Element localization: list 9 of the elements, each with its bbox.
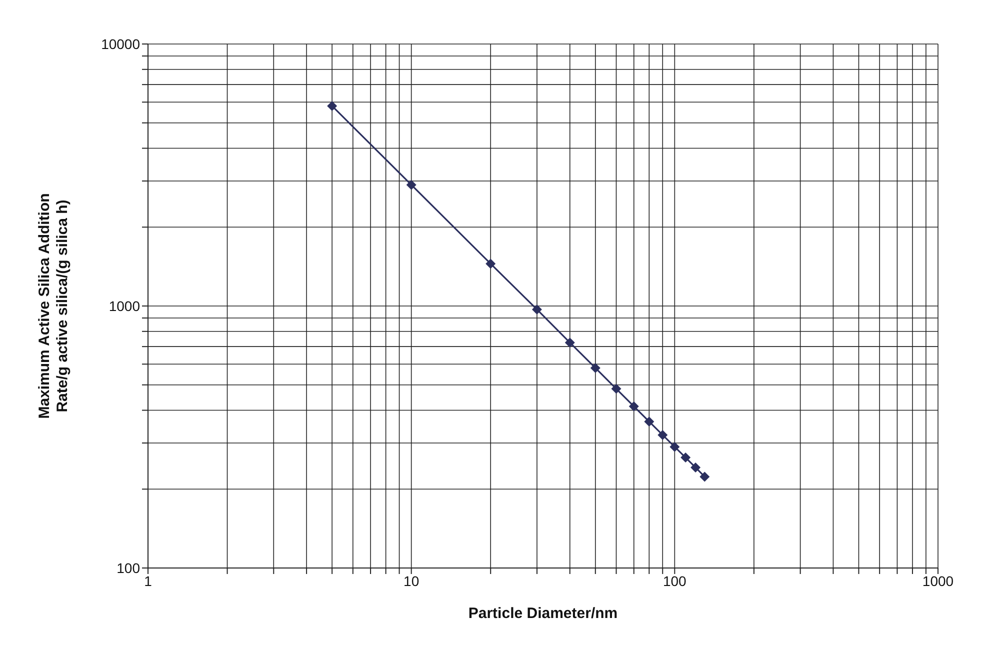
y-tick-label: 100 [116,560,140,576]
x-tick-label: 1 [144,572,152,589]
x-tick-label: 100 [662,572,687,589]
y-axis-title: Maximum Active Silica Addition Rate/g active silica/(g silica h) [36,193,71,419]
x-axis-title: Particle Diameter/nm [468,605,618,622]
x-tick-label: 10 [404,572,420,589]
y-tick-label: 10000 [101,36,140,52]
y-tick-label: 1000 [108,298,140,314]
x-tick-label: 1000 [922,572,954,589]
